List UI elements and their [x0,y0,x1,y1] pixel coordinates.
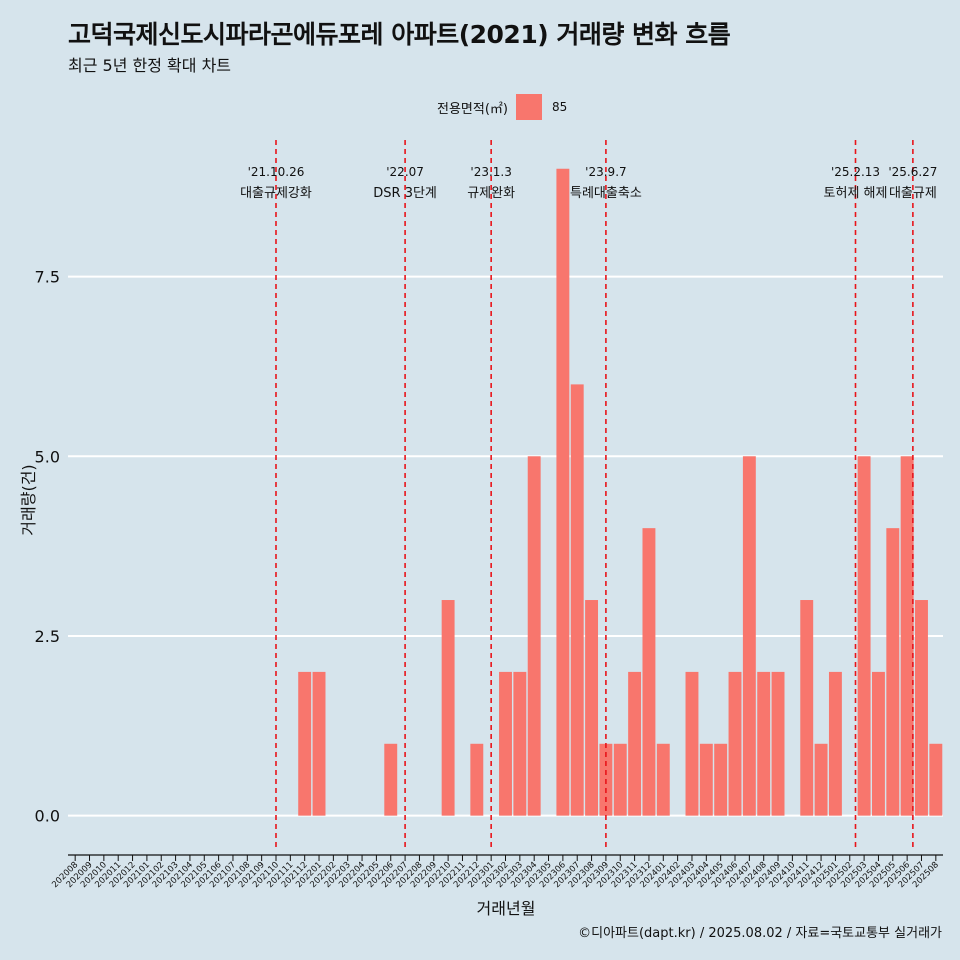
bar [699,743,713,816]
bar [814,743,828,816]
chart-subtitle: 최근 5년 한정 확대 차트 [68,56,232,75]
bar [900,456,914,816]
bar [871,671,885,816]
bar [384,743,398,816]
y-tick-label: 7.5 [35,268,60,287]
bar [585,600,599,816]
bar [800,600,814,816]
bar [714,743,728,816]
legend-swatch [515,94,542,120]
bar [656,743,670,816]
event-date-label: '22.07 [386,165,424,179]
bar [470,743,484,816]
bar [312,671,326,816]
bar [742,456,756,816]
bar [685,671,699,816]
bar [915,600,928,816]
bar [556,168,570,816]
y-axis-label: 거래량(건) [19,464,38,535]
grid-lines [68,275,943,817]
bar [628,671,642,816]
event-label: 특례대출축소 [570,186,642,201]
event-date-label: '23.1.3 [470,165,511,179]
event-lines: '21.10.26 대출규제강화 '22.07 DSR 3단계 '23.1.3 규제완화 '… [240,140,937,848]
y-tick-label: 5.0 [35,447,60,466]
bar [513,671,527,816]
event-date-label: '25.2.13 [831,165,880,179]
y-tick-label: 0.0 [35,807,60,826]
chart-title: 고덕국제신도시파라곤에듀포레 아파트(2021) 거래량 변화 흐름 [68,20,731,49]
event-label: 토허제 해제 [824,186,888,201]
event-date-label: '21.10.26 [248,165,305,179]
bars [298,168,943,816]
bar [771,671,785,816]
source-caption: ©디아파트(dapt.kr) / 2025.08.02 / 자료=국토교통부 실… [578,926,942,941]
event-date-label: '25.6.27 [888,165,937,179]
event-label: DSR 3단계 [373,186,437,201]
bar [828,671,842,816]
bar [570,384,584,816]
bar [728,671,742,816]
x-axis-label: 거래년월 [477,899,536,918]
bar [929,743,943,816]
bar [298,671,312,816]
bar [886,528,900,816]
bar [642,528,656,816]
event-date-label: '23.9.7 [585,165,626,179]
bar [441,600,455,816]
y-tick-label: 2.5 [35,627,60,646]
event-label: 대출규제강화 [240,186,312,201]
bar [757,671,771,816]
legend-label: 85 [551,100,568,114]
bar [499,671,512,816]
bar [527,456,541,816]
event-label: 규제완화 [467,186,515,201]
legend-title: 전용면적(㎡) [437,101,508,117]
event-label: 대출규제 [889,186,937,201]
legend: 전용면적(㎡) 85 [437,93,567,121]
bar [613,743,627,816]
bar [857,456,871,816]
